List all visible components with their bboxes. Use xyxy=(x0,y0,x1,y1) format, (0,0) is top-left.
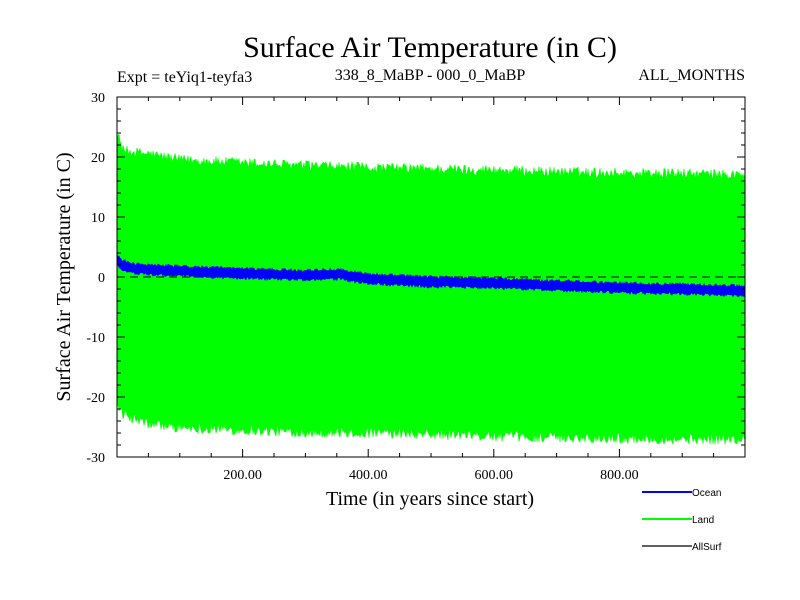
plot-area xyxy=(116,133,746,445)
legend-label-land: Land xyxy=(692,515,714,526)
legend-label-allsurf: AllSurf xyxy=(692,542,722,553)
x-tick-label: 600.00 xyxy=(475,468,514,483)
y-tick-label: -10 xyxy=(86,331,105,346)
subtitle-center: 338_8_MaBP - 000_0_MaBP xyxy=(335,67,526,84)
y-tick-label: 20 xyxy=(91,151,105,166)
x-axis-label: Time (in years since start) xyxy=(326,488,534,510)
legend-label-ocean: Ocean xyxy=(692,488,721,499)
x-tick-label: 400.00 xyxy=(349,468,388,483)
y-tick-label: 30 xyxy=(91,91,105,106)
y-tick-label: 0 xyxy=(98,271,105,286)
y-tick-label: 10 xyxy=(91,211,105,226)
x-tick-label: 800.00 xyxy=(600,468,639,483)
subtitle-left: Expt = teYiq1-teyfa3 xyxy=(117,69,252,86)
axes: -30 -20 -10 0 10 20 30 200.00 400.00 600.00 800.00 xyxy=(86,91,746,483)
x-tick-label: 200.00 xyxy=(223,468,262,483)
legend: Ocean Land AllSurf xyxy=(642,488,722,553)
subtitle-right: ALL_MONTHS xyxy=(638,67,745,84)
y-tick-label: -20 xyxy=(86,391,105,406)
y-axis-label: Surface Air Temperature (in C) xyxy=(53,152,75,401)
y-tick-label: -30 xyxy=(86,451,105,466)
chart-title: Surface Air Temperature (in C) xyxy=(243,31,617,64)
